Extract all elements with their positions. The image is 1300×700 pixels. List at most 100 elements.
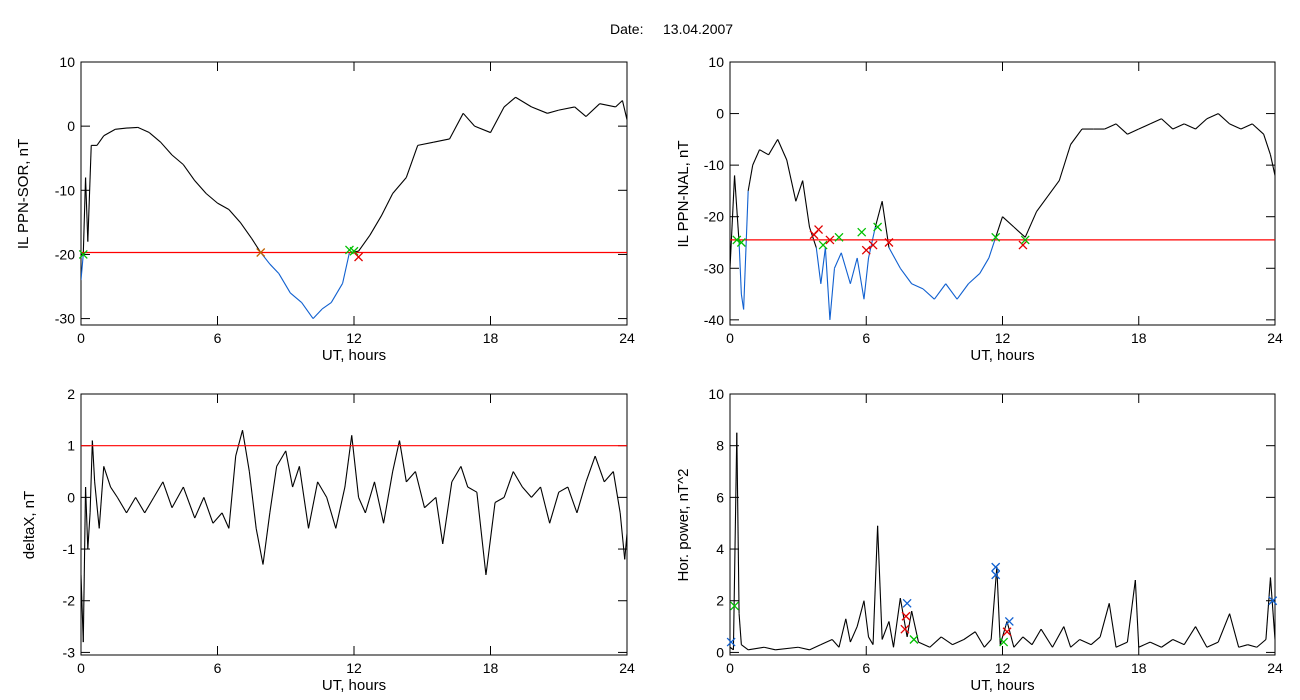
- series-segment: [777, 139, 788, 161]
- series-segment: [1031, 628, 1042, 645]
- event-marker-stroke: [884, 238, 894, 247]
- series-segment: [326, 497, 337, 529]
- series-segment: [82, 487, 87, 643]
- series-segment: [153, 481, 164, 498]
- series-segment: [881, 621, 890, 640]
- series-segment: [952, 638, 965, 646]
- event-marker: [991, 570, 1001, 580]
- series-segment: [344, 435, 353, 488]
- series-segment: [81, 254, 84, 281]
- series-segment: [85, 487, 89, 550]
- series-segment: [1126, 579, 1136, 643]
- series-segment: [1269, 154, 1275, 176]
- event-marker: [857, 227, 867, 237]
- series-segment: [405, 471, 416, 483]
- series-segment: [515, 96, 532, 108]
- series-segment: [748, 646, 765, 651]
- series-segment: [738, 242, 742, 295]
- event-marker-stroke: [901, 611, 911, 621]
- series-segment: [730, 175, 736, 269]
- event-marker-stroke: [991, 232, 1001, 242]
- series-segment: [815, 247, 822, 284]
- event-marker-stroke: [256, 248, 266, 257]
- series-segment: [321, 302, 332, 310]
- series-segment: [558, 106, 575, 111]
- series-segment: [126, 497, 137, 514]
- series-segment: [312, 308, 323, 319]
- series-segment: [460, 466, 469, 488]
- series-segment: [576, 481, 587, 514]
- series-segment: [171, 486, 184, 508]
- series-segment: [98, 466, 105, 529]
- series-segment: [621, 100, 627, 120]
- series-segment: [217, 202, 230, 211]
- x-tick-label: 18: [483, 330, 499, 346]
- series-segment: [996, 567, 1001, 645]
- series-segment: [512, 471, 523, 488]
- series-segment: [96, 135, 105, 146]
- series-segment: [1070, 128, 1083, 145]
- y-tick-label: -40: [704, 312, 724, 328]
- series-segment: [94, 481, 100, 529]
- event-marker-stroke: [1018, 240, 1028, 250]
- series-segment: [1195, 118, 1208, 130]
- series-segment: [892, 598, 901, 648]
- event-marker-stroke: [1002, 627, 1012, 637]
- x-tick-label: 12: [346, 660, 362, 676]
- series-segment: [1263, 134, 1271, 155]
- series-segment: [619, 512, 626, 560]
- y-tick-label: 1: [67, 438, 75, 454]
- series-segment: [228, 455, 237, 529]
- series-segment: [849, 257, 858, 284]
- event-marker: [909, 635, 919, 644]
- series-segment: [1047, 180, 1060, 197]
- event-marker-stroke: [825, 235, 835, 245]
- series-segment: [585, 455, 596, 483]
- event-marker-stroke: [991, 570, 1001, 580]
- series-segment: [307, 481, 319, 529]
- series-segment: [1195, 626, 1208, 648]
- series-segment: [335, 486, 346, 529]
- y-tick-label: 8: [716, 438, 724, 454]
- x-axis-label: UT, hours: [970, 347, 1034, 364]
- event-marker: [1020, 235, 1030, 245]
- y-tick-label: -10: [704, 157, 724, 173]
- series-segment: [330, 283, 344, 303]
- plot-frame: [80, 61, 628, 326]
- x-tick-label: 6: [862, 330, 870, 346]
- event-marker: [736, 238, 746, 247]
- event-marker-stroke: [834, 232, 844, 242]
- series-segment: [983, 639, 992, 648]
- event-marker-stroke: [818, 240, 828, 250]
- series-segment: [1022, 636, 1033, 646]
- event-marker-stroke: [999, 637, 1009, 647]
- event-marker: [1002, 627, 1012, 637]
- series-segment: [87, 145, 92, 242]
- series-segment: [940, 636, 953, 646]
- series-segment: [162, 481, 173, 508]
- series-segment: [1079, 638, 1092, 646]
- series-segment: [531, 106, 548, 114]
- series-segment: [144, 497, 155, 514]
- event-marker: [726, 637, 736, 647]
- series-segment: [1251, 123, 1265, 135]
- series-segment: [435, 497, 444, 544]
- event-marker-stroke: [861, 245, 871, 255]
- series-segment: [956, 283, 969, 300]
- series-segment: [292, 466, 300, 488]
- y-tick-label: 0: [67, 489, 75, 505]
- series-segment: [872, 525, 879, 645]
- x-axis-label: UT, hours: [322, 347, 386, 364]
- event-marker-stroke: [732, 235, 742, 245]
- x-tick-label: 24: [619, 330, 635, 346]
- event-marker-stroke: [857, 227, 867, 237]
- series-segment: [467, 486, 478, 493]
- series-segment: [241, 430, 250, 472]
- series-segment: [1134, 580, 1140, 648]
- plot-frame: [729, 393, 1276, 656]
- series-segment: [594, 455, 605, 483]
- series-segment: [763, 646, 776, 651]
- series-segment: [945, 283, 958, 300]
- series-segment: [494, 496, 505, 504]
